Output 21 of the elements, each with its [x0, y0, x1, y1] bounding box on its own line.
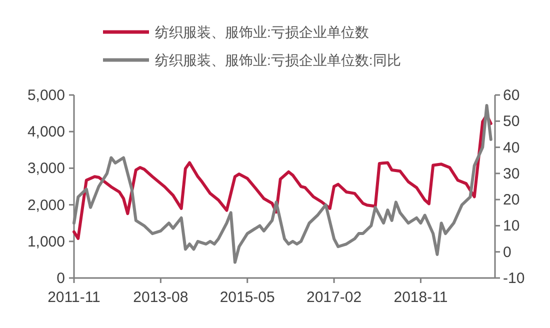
x-tick-label: 2018-11	[394, 289, 448, 306]
legend-label: 纺织服装、服饰业:亏损企业单位数	[155, 24, 369, 40]
y2-tick-label: 60	[503, 87, 520, 104]
x-tick-label: 2015-05	[220, 289, 275, 306]
y2-tick-label: 0	[503, 244, 512, 261]
legend-label: 纺织服装、服饰业:亏损企业单位数:同比	[155, 52, 401, 68]
y-tick-label: 0	[56, 270, 65, 287]
x-tick-label: 2011-11	[48, 289, 100, 306]
y-tick-label: 4,000	[27, 124, 65, 141]
y-tick-label: 3,000	[27, 160, 65, 178]
y-tick-label: 5,000	[27, 87, 65, 104]
y2-tick-label: 40	[503, 139, 520, 156]
x-tick-label: 2013-08	[133, 289, 188, 306]
y2-tick-label: -10	[503, 270, 525, 287]
y-tick-label: 1,000	[27, 233, 65, 250]
y2-tick-label: 20	[503, 192, 520, 209]
y2-tick-label: 10	[503, 218, 520, 235]
y2-tick-label: 30	[503, 165, 520, 182]
x-tick-label: 2017-02	[306, 289, 362, 306]
y2-tick-label: 50	[503, 113, 520, 130]
y-tick-label: 2,000	[27, 196, 65, 214]
